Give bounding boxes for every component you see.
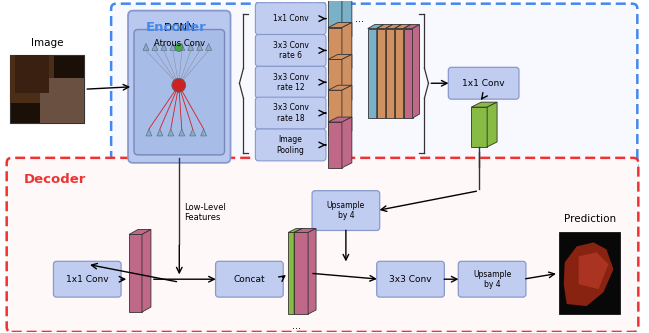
- Polygon shape: [328, 23, 352, 28]
- Polygon shape: [471, 102, 497, 107]
- Polygon shape: [342, 85, 352, 136]
- Circle shape: [172, 78, 186, 92]
- Polygon shape: [386, 25, 402, 29]
- Polygon shape: [404, 25, 411, 118]
- Text: 1x1 Conv: 1x1 Conv: [273, 14, 308, 23]
- Text: 3x3 Conv
rate 6: 3x3 Conv rate 6: [273, 41, 309, 60]
- FancyBboxPatch shape: [376, 261, 445, 297]
- Text: 1x1 Conv: 1x1 Conv: [66, 275, 108, 284]
- Text: ...: ...: [355, 14, 364, 24]
- Polygon shape: [15, 55, 49, 93]
- Text: 3x3 Conv
rate 12: 3x3 Conv rate 12: [273, 73, 309, 92]
- Polygon shape: [201, 129, 206, 136]
- Text: ...: ...: [291, 321, 300, 331]
- Polygon shape: [10, 55, 55, 103]
- Polygon shape: [368, 25, 384, 29]
- Text: Atrous Conv: Atrous Conv: [154, 39, 205, 48]
- Text: 3x3 Conv: 3x3 Conv: [389, 275, 432, 284]
- Polygon shape: [157, 129, 163, 136]
- FancyBboxPatch shape: [134, 30, 225, 155]
- Polygon shape: [161, 44, 167, 50]
- Polygon shape: [328, 90, 342, 136]
- Text: Image
Pooling: Image Pooling: [276, 135, 304, 155]
- Text: Upsample
by 4: Upsample by 4: [473, 269, 511, 289]
- Polygon shape: [395, 29, 404, 118]
- Polygon shape: [376, 29, 386, 118]
- Text: Encoder: Encoder: [146, 21, 206, 34]
- Text: Low-Level
Features: Low-Level Features: [184, 203, 226, 222]
- Polygon shape: [395, 25, 411, 29]
- Polygon shape: [288, 228, 302, 232]
- FancyBboxPatch shape: [215, 261, 283, 297]
- Polygon shape: [188, 44, 193, 50]
- FancyBboxPatch shape: [255, 35, 326, 66]
- Polygon shape: [129, 234, 142, 312]
- Polygon shape: [487, 102, 497, 147]
- FancyBboxPatch shape: [128, 11, 230, 163]
- FancyBboxPatch shape: [255, 66, 326, 98]
- Polygon shape: [376, 25, 393, 29]
- Polygon shape: [178, 129, 185, 136]
- FancyBboxPatch shape: [111, 4, 637, 180]
- FancyBboxPatch shape: [458, 261, 526, 297]
- Polygon shape: [328, 54, 352, 59]
- Text: Image: Image: [31, 39, 63, 49]
- Polygon shape: [559, 232, 620, 314]
- FancyBboxPatch shape: [255, 3, 326, 35]
- Circle shape: [175, 44, 183, 51]
- Polygon shape: [328, 59, 342, 105]
- Polygon shape: [142, 229, 151, 312]
- Text: Concat: Concat: [234, 275, 265, 284]
- Polygon shape: [404, 25, 419, 29]
- Polygon shape: [294, 232, 308, 314]
- Polygon shape: [342, 0, 352, 42]
- Polygon shape: [368, 29, 376, 118]
- Polygon shape: [328, 122, 342, 168]
- Polygon shape: [328, 117, 352, 122]
- FancyBboxPatch shape: [312, 191, 380, 230]
- Polygon shape: [129, 229, 151, 234]
- Text: Prediction: Prediction: [563, 213, 616, 223]
- Polygon shape: [328, 28, 342, 73]
- Polygon shape: [294, 228, 316, 232]
- Text: DCNN: DCNN: [164, 23, 195, 33]
- Polygon shape: [376, 25, 384, 118]
- Polygon shape: [395, 25, 402, 118]
- FancyBboxPatch shape: [53, 261, 121, 297]
- Polygon shape: [294, 228, 302, 314]
- Polygon shape: [342, 54, 352, 105]
- Text: Upsample
by 4: Upsample by 4: [326, 201, 365, 220]
- Text: Decoder: Decoder: [23, 173, 86, 186]
- FancyBboxPatch shape: [448, 67, 519, 99]
- Polygon shape: [328, 0, 342, 42]
- Text: 1x1 Conv: 1x1 Conv: [462, 79, 505, 88]
- Polygon shape: [471, 107, 487, 147]
- Polygon shape: [328, 85, 352, 90]
- Polygon shape: [206, 44, 212, 50]
- Polygon shape: [143, 44, 149, 50]
- Polygon shape: [342, 117, 352, 168]
- Polygon shape: [197, 44, 202, 50]
- Polygon shape: [288, 232, 294, 314]
- Polygon shape: [342, 23, 352, 73]
- Polygon shape: [10, 55, 84, 123]
- Polygon shape: [386, 29, 395, 118]
- Polygon shape: [40, 78, 84, 123]
- Polygon shape: [564, 242, 613, 306]
- Polygon shape: [413, 25, 419, 118]
- Polygon shape: [386, 25, 393, 118]
- Polygon shape: [170, 44, 176, 50]
- Polygon shape: [168, 129, 174, 136]
- FancyBboxPatch shape: [255, 129, 326, 161]
- Text: 3x3 Conv
rate 18: 3x3 Conv rate 18: [273, 103, 309, 123]
- Polygon shape: [404, 29, 413, 118]
- Polygon shape: [308, 228, 316, 314]
- Polygon shape: [178, 44, 185, 50]
- Polygon shape: [146, 129, 152, 136]
- Polygon shape: [190, 129, 196, 136]
- FancyBboxPatch shape: [6, 158, 639, 332]
- FancyBboxPatch shape: [255, 97, 326, 129]
- Polygon shape: [152, 44, 158, 50]
- Polygon shape: [579, 252, 609, 289]
